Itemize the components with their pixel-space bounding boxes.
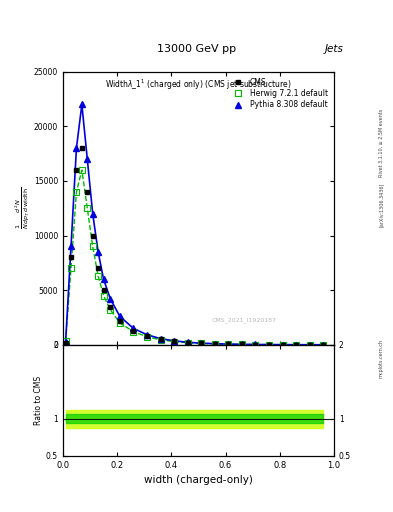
Text: mcplots.cern.ch: mcplots.cern.ch xyxy=(379,339,384,378)
CMS xyxy=(185,339,190,346)
Herwig 7.2.1 default xyxy=(90,243,95,249)
Pythia 8.308 default xyxy=(74,145,79,151)
Pythia 8.308 default xyxy=(266,342,271,348)
Pythia 8.308 default xyxy=(321,342,325,348)
Herwig 7.2.1 default xyxy=(145,334,149,340)
Pythia 8.308 default xyxy=(199,340,204,346)
CMS xyxy=(101,287,106,293)
Pythia 8.308 default xyxy=(172,338,176,344)
Pythia 8.308 default xyxy=(96,249,101,255)
Herwig 7.2.1 default xyxy=(131,329,136,335)
Pythia 8.308 default xyxy=(294,342,298,348)
Y-axis label: Ratio to CMS: Ratio to CMS xyxy=(34,376,43,425)
Herwig 7.2.1 default xyxy=(108,307,113,313)
Herwig 7.2.1 default xyxy=(85,205,90,211)
CMS xyxy=(158,336,163,343)
Herwig 7.2.1 default xyxy=(253,342,258,348)
Herwig 7.2.1 default xyxy=(321,342,325,348)
Pythia 8.308 default xyxy=(307,342,312,348)
Legend: CMS, Herwig 7.2.1 default, Pythia 8.308 default: CMS, Herwig 7.2.1 default, Pythia 8.308 … xyxy=(228,75,330,112)
Pythia 8.308 default xyxy=(63,339,68,345)
Pythia 8.308 default xyxy=(85,156,90,162)
Herwig 7.2.1 default xyxy=(96,273,101,279)
Herwig 7.2.1 default xyxy=(101,292,106,298)
Herwig 7.2.1 default xyxy=(266,342,271,348)
Pythia 8.308 default xyxy=(212,340,217,347)
CMS xyxy=(96,265,101,271)
Pythia 8.308 default xyxy=(253,342,258,348)
CMS xyxy=(199,340,204,347)
Herwig 7.2.1 default xyxy=(307,342,312,348)
CMS xyxy=(239,342,244,348)
Line: CMS: CMS xyxy=(63,146,326,347)
Herwig 7.2.1 default xyxy=(63,338,68,345)
CMS xyxy=(69,254,73,261)
CMS xyxy=(85,189,90,195)
Pythia 8.308 default xyxy=(108,296,113,302)
Herwig 7.2.1 default xyxy=(294,342,298,348)
Herwig 7.2.1 default xyxy=(212,341,217,347)
Herwig 7.2.1 default xyxy=(185,339,190,346)
Pythia 8.308 default xyxy=(185,339,190,346)
CMS xyxy=(321,342,325,348)
CMS xyxy=(118,317,122,324)
Herwig 7.2.1 default xyxy=(158,337,163,343)
Pythia 8.308 default xyxy=(118,313,122,319)
Herwig 7.2.1 default xyxy=(280,342,285,348)
CMS xyxy=(131,328,136,334)
CMS xyxy=(74,167,79,173)
Line: Herwig 7.2.1 default: Herwig 7.2.1 default xyxy=(63,167,326,348)
Text: [arXiv:1306.3436]: [arXiv:1306.3436] xyxy=(379,183,384,227)
Pythia 8.308 default xyxy=(239,342,244,348)
Herwig 7.2.1 default xyxy=(118,320,122,326)
Line: Pythia 8.308 default: Pythia 8.308 default xyxy=(63,102,326,348)
Pythia 8.308 default xyxy=(145,332,149,338)
CMS xyxy=(63,339,68,346)
Pythia 8.308 default xyxy=(158,335,163,342)
Herwig 7.2.1 default xyxy=(226,341,231,347)
Herwig 7.2.1 default xyxy=(79,167,84,173)
CMS xyxy=(172,338,176,345)
Herwig 7.2.1 default xyxy=(69,265,73,271)
Pythia 8.308 default xyxy=(90,210,95,217)
Text: Rivet 3.1.10, ≥ 2.5M events: Rivet 3.1.10, ≥ 2.5M events xyxy=(379,109,384,178)
CMS xyxy=(253,342,258,348)
CMS xyxy=(266,342,271,348)
Herwig 7.2.1 default xyxy=(74,189,79,195)
Pythia 8.308 default xyxy=(69,243,73,249)
Herwig 7.2.1 default xyxy=(199,340,204,347)
X-axis label: width (charged-only): width (charged-only) xyxy=(144,475,253,485)
Herwig 7.2.1 default xyxy=(239,342,244,348)
Herwig 7.2.1 default xyxy=(172,338,176,345)
Text: Width$\lambda\_1^1$ (charged only) (CMS jet substructure): Width$\lambda\_1^1$ (charged only) (CMS … xyxy=(105,77,292,92)
CMS xyxy=(280,342,285,348)
Text: CMS_2021_I1920187: CMS_2021_I1920187 xyxy=(212,317,277,323)
CMS xyxy=(145,333,149,339)
CMS xyxy=(108,304,113,310)
CMS xyxy=(294,342,298,348)
Text: 13000 GeV pp: 13000 GeV pp xyxy=(157,44,236,54)
Pythia 8.308 default xyxy=(79,101,84,108)
CMS xyxy=(79,145,84,151)
Pythia 8.308 default xyxy=(131,325,136,331)
Y-axis label: $\frac{1}{N}\frac{d^2N}{dp_T\,d\,\mathrm{width}}$: $\frac{1}{N}\frac{d^2N}{dp_T\,d\,\mathrm… xyxy=(14,187,32,229)
CMS xyxy=(226,341,231,347)
Pythia 8.308 default xyxy=(280,342,285,348)
Text: Jets: Jets xyxy=(325,44,344,54)
Pythia 8.308 default xyxy=(226,341,231,347)
CMS xyxy=(212,341,217,347)
CMS xyxy=(307,342,312,348)
CMS xyxy=(90,232,95,239)
Pythia 8.308 default xyxy=(101,276,106,282)
